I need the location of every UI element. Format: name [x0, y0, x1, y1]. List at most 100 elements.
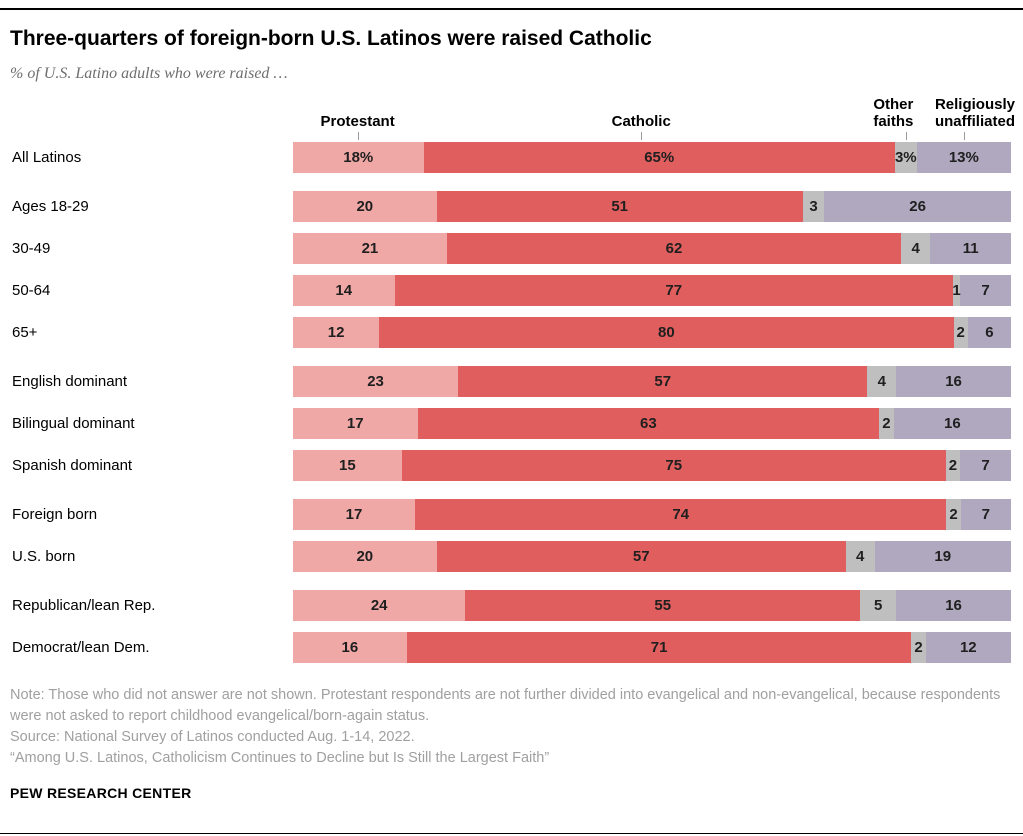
chart-row: All Latinos 18% 65% 3% 13%	[10, 142, 1011, 173]
segment-value-label: 62	[665, 240, 683, 257]
bar-segment-catholic: 80	[379, 317, 954, 348]
chart-row: Democrat/lean Dem. 16 71 2 12	[10, 632, 1011, 663]
stacked-bar: 24 55 5 16	[293, 590, 1011, 621]
bar-segment-other-faiths: 4	[901, 233, 931, 264]
segment-value-label: 23	[367, 373, 384, 390]
segment-value-label: 14	[335, 282, 353, 299]
bar-segment-catholic: 62	[446, 233, 902, 264]
bottom-divider	[0, 833, 1023, 834]
segment-value-label: 63	[639, 415, 657, 432]
segment-value-label: 12	[327, 324, 345, 341]
row-label: 30-49	[12, 240, 51, 257]
bar-segment-unaffiliated: 16	[896, 366, 1011, 397]
column-headers: Protestant Catholic Other faiths Religio…	[293, 90, 1015, 142]
row-label: Ages 18-29	[12, 198, 89, 215]
segment-value-label: 80	[658, 324, 675, 341]
bar-segment-protestant: 17	[293, 408, 418, 439]
note-text: Note: Those who did not answer are not s…	[10, 687, 1001, 724]
bar-segment-other-faiths: 3	[802, 191, 825, 222]
bar-segment-other-faiths: 5	[860, 590, 897, 621]
segment-value-label: 4	[911, 240, 920, 257]
bar-segment-catholic: 51	[436, 191, 803, 222]
segment-value-label: 57	[632, 548, 650, 565]
segment-value-label: 74	[672, 506, 690, 523]
bar-segment-unaffiliated: 6	[967, 317, 1011, 348]
chart-row: 65+ 12 80 2 6	[10, 317, 1011, 348]
bar-segment-unaffiliated: 7	[960, 499, 1011, 530]
report-title-text: “Among U.S. Latinos, Catholicism Continu…	[10, 750, 550, 766]
segment-value-label: 71	[650, 639, 668, 656]
source-text: Source: National Survey of Latinos condu…	[10, 729, 415, 745]
chart-row: Bilingual dominant 17 63 2 16	[10, 408, 1011, 439]
bar-segment-catholic: 65%	[423, 142, 895, 173]
header-catholic: Catholic	[611, 113, 671, 130]
segment-value-label: 17	[346, 415, 364, 432]
stacked-bar: 16 71 2 12	[293, 632, 1011, 663]
segment-value-label: 4	[856, 548, 865, 565]
segment-value-label: 1	[952, 282, 961, 299]
stacked-bar: 20 57 4 19	[293, 541, 1011, 572]
bar-segment-protestant: 18%	[293, 142, 424, 173]
row-label: 65+	[12, 324, 38, 341]
header-other-line1: Other	[873, 96, 914, 113]
bar-segment-protestant: 20	[293, 191, 437, 222]
bar-segment-catholic: 57	[458, 366, 868, 397]
bar-segment-other-faiths: 2	[945, 450, 961, 481]
header-other-line2: faiths	[873, 113, 914, 130]
segment-value-label: 12	[959, 639, 977, 656]
segment-value-label: 6	[985, 324, 994, 341]
header-other-faiths: Other faiths	[873, 96, 913, 130]
stacked-bar-chart: Protestant Catholic Other faiths Religio…	[10, 90, 1015, 663]
row-label: Democrat/lean Dem.	[12, 639, 150, 656]
stacked-bar: 17 63 2 16	[293, 408, 1011, 439]
header-tick-unaffiliated	[963, 132, 965, 140]
bar-segment-unaffiliated: 11	[930, 233, 1011, 264]
chart-row: Foreign born 17 74 2 7	[10, 499, 1011, 530]
segment-value-label: 75	[665, 457, 683, 474]
bar-segment-other-faiths: 2	[911, 632, 926, 663]
segment-value-label: 16	[945, 597, 962, 614]
chart-row: 30-49 21 62 4 11	[10, 233, 1011, 264]
bar-segment-other-faiths: 2	[879, 408, 894, 439]
bar-segment-protestant: 24	[293, 590, 466, 621]
stacked-bar: 17 74 2 7	[293, 499, 1011, 530]
bar-segment-catholic: 55	[465, 590, 861, 621]
bar-segment-unaffiliated: 19	[874, 541, 1011, 572]
segment-value-label: 2	[949, 506, 958, 523]
segment-value-label: 20	[356, 198, 374, 215]
segment-value-label: 7	[981, 506, 991, 523]
row-label: Spanish dominant	[12, 457, 133, 474]
segment-value-label: 21	[361, 240, 379, 257]
segment-value-label: 2	[948, 457, 958, 474]
segment-value-label: 55	[654, 597, 672, 614]
segment-value-label: 7	[981, 457, 990, 474]
bar-segment-unaffiliated: 12	[925, 632, 1011, 663]
bar-segment-other-faiths: 4	[867, 366, 897, 397]
bar-segment-protestant: 12	[293, 317, 380, 348]
bar-segment-catholic: 74	[415, 499, 947, 530]
bar-segment-other-faiths: 2	[946, 499, 961, 530]
stacked-bar: 14 77 1 7	[293, 275, 1011, 306]
segment-value-label: 16	[944, 415, 961, 432]
chart-rows: All Latinos 18% 65% 3% 13% Ages 18-29 20 51 3 26 3…	[10, 142, 1011, 663]
row-label: Bilingual dominant	[12, 415, 135, 432]
stacked-bar: 20 51 3 26	[293, 191, 1011, 222]
row-label: Republican/lean Rep.	[12, 597, 156, 614]
bar-segment-protestant: 15	[293, 450, 402, 481]
segment-value-label: 57	[654, 373, 672, 390]
header-tick-other-faiths	[906, 132, 908, 140]
segment-value-label: 65%	[644, 149, 675, 166]
bar-segment-unaffiliated: 26	[824, 191, 1011, 222]
stacked-bar: 18% 65% 3% 13%	[293, 142, 1011, 173]
bar-segment-catholic: 75	[401, 450, 946, 481]
segment-value-label: 24	[370, 597, 388, 614]
segment-value-label: 17	[345, 506, 363, 523]
header-unaff-line2: unaffiliated	[934, 113, 1015, 130]
row-label: 50-64	[12, 282, 51, 299]
row-label: U.S. born	[12, 548, 76, 565]
stacked-bar: 21 62 4 11	[293, 233, 1011, 264]
bar-segment-other-faiths: 4	[845, 541, 875, 572]
bar-segment-unaffiliated: 16	[896, 590, 1011, 621]
header-protestant: Protestant	[320, 113, 395, 130]
